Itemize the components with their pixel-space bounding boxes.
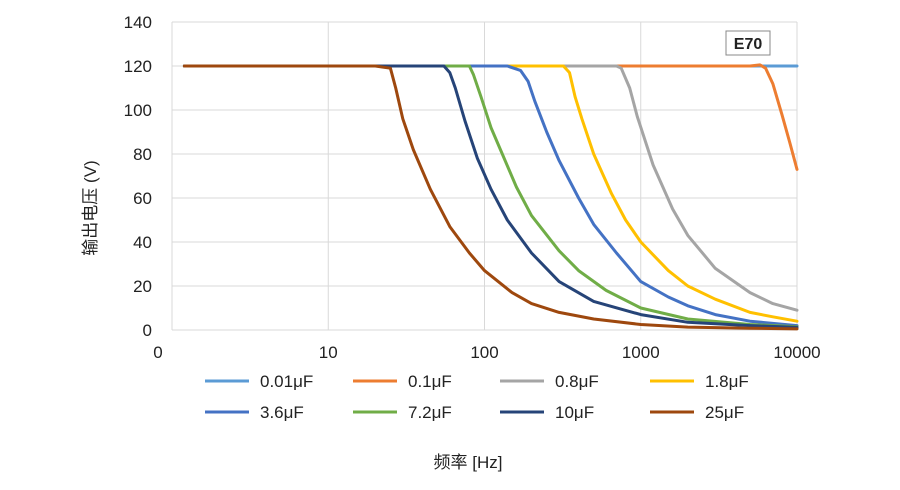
series-line-3 <box>182 64 799 312</box>
y-tick-label: 60 <box>133 189 152 208</box>
annotation-label: E70 <box>734 36 763 53</box>
x-tick-label: 0 <box>153 343 162 362</box>
y-tick-label: 80 <box>133 145 152 164</box>
y-tick-labels: 0 20 40 60 80 100 120 140 <box>124 13 152 340</box>
series-line-7 <box>182 64 799 329</box>
series-line-6 <box>182 64 799 329</box>
legend-label-1: 0.01μF <box>260 372 313 391</box>
legend-label-5: 3.6μF <box>260 403 304 422</box>
x-tick-label: 100 <box>470 343 498 362</box>
series-line-8 <box>182 64 799 331</box>
y-tick-label: 120 <box>124 57 152 76</box>
y-tick-label: 40 <box>133 233 152 252</box>
legend-label-6: 7.2μF <box>408 403 452 422</box>
series-lines <box>182 63 799 331</box>
legend-label-7: 10μF <box>555 403 594 422</box>
legend: 0.01μF 0.1μF 0.8μF 1.8μF 3.6μF 7.2μF 10μF 25μF <box>205 372 749 422</box>
legend-label-4: 1.8μF <box>705 372 749 391</box>
x-tick-label: 1000 <box>622 343 660 362</box>
legend-label-3: 0.8μF <box>555 372 599 391</box>
annotation-badge: E70 <box>725 30 771 56</box>
y-tick-label: 100 <box>124 101 152 120</box>
x-tick-label: 10000 <box>773 343 820 362</box>
x-tick-label: 10 <box>319 343 338 362</box>
annotation-box <box>725 30 771 56</box>
y-axis-title: 输出电压 (V) <box>81 160 100 255</box>
legend-label-8: 25μF <box>705 403 744 422</box>
y-tick-label: 0 <box>143 321 152 340</box>
series-line-4 <box>182 64 799 323</box>
x-axis-title: 频率 [Hz] <box>434 453 503 472</box>
y-tick-label: 140 <box>124 13 152 32</box>
x-tick-labels: 0 10 100 1000 10000 <box>153 343 820 362</box>
legend-label-2: 0.1μF <box>408 372 452 391</box>
y-tick-label: 20 <box>133 277 152 296</box>
series-line-5 <box>182 64 799 328</box>
